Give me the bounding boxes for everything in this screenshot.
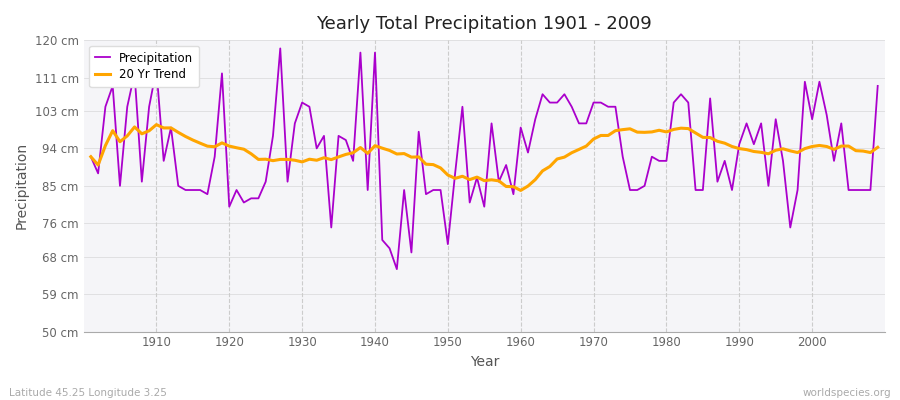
Y-axis label: Precipitation: Precipitation — [15, 142, 29, 230]
Line: 20 Yr Trend: 20 Yr Trend — [91, 125, 878, 190]
Precipitation — [144, 104, 155, 109]
20 Yr Trend — [151, 122, 162, 127]
20 Yr Trend — [523, 184, 534, 188]
Precipitation — [617, 154, 628, 159]
20 Yr Trend — [311, 158, 322, 163]
Text: Latitude 45.25 Longitude 3.25: Latitude 45.25 Longitude 3.25 — [9, 388, 166, 398]
Precipitation — [872, 84, 883, 88]
Title: Yearly Total Precipitation 1901 - 2009: Yearly Total Precipitation 1901 - 2009 — [317, 15, 652, 33]
Precipitation — [274, 46, 285, 51]
Precipitation — [86, 154, 96, 159]
X-axis label: Year: Year — [470, 355, 499, 369]
20 Yr Trend — [355, 145, 365, 150]
20 Yr Trend — [530, 177, 541, 182]
Precipitation — [311, 146, 322, 151]
20 Yr Trend — [144, 128, 155, 133]
Text: worldspecies.org: worldspecies.org — [803, 388, 891, 398]
Precipitation — [523, 150, 534, 155]
Precipitation — [392, 267, 402, 272]
20 Yr Trend — [872, 145, 883, 150]
Precipitation — [530, 117, 541, 122]
20 Yr Trend — [516, 188, 526, 193]
Legend: Precipitation, 20 Yr Trend: Precipitation, 20 Yr Trend — [89, 46, 199, 87]
Line: Precipitation: Precipitation — [91, 48, 878, 269]
20 Yr Trend — [86, 154, 96, 159]
Precipitation — [355, 50, 365, 55]
20 Yr Trend — [617, 127, 628, 132]
